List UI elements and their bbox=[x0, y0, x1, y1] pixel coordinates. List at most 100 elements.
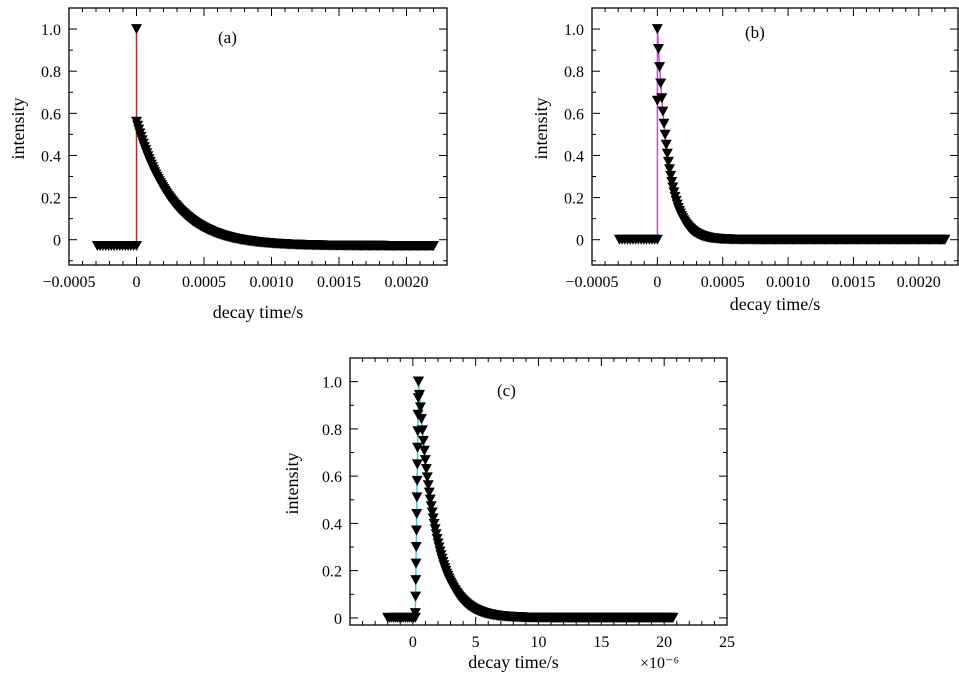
x-tick-label: 15 bbox=[593, 634, 609, 651]
y-axis-label: intensity bbox=[531, 98, 551, 160]
x-tick-label: 5 bbox=[472, 634, 480, 651]
x-tick-label: 0.0015 bbox=[831, 274, 875, 291]
x-tick-label: 10 bbox=[531, 634, 547, 651]
chart-panel-b: −0.0005 0 0.0005 0.0010 0.0015 0.0020 0 0.2 0.4 0… bbox=[531, 7, 959, 314]
x-axis-label: decay time/s bbox=[213, 302, 303, 322]
data-point bbox=[411, 508, 423, 519]
chart-panel-a: −0.0005 0 0.0005 0.0010 0.0015 0.0020 0 0.2 0.4 0… bbox=[8, 7, 448, 322]
y-tick-label: 0.4 bbox=[322, 516, 342, 533]
y-tick-label: 0.4 bbox=[41, 148, 61, 165]
data-point bbox=[413, 389, 425, 400]
axis-ticks: −0.0005 0 0.0005 0.0010 0.0015 0.0020 0 0.2 0.4 0… bbox=[564, 7, 959, 291]
data-point bbox=[651, 24, 663, 35]
y-tick-label: 0 bbox=[53, 233, 61, 250]
data-point bbox=[424, 494, 436, 505]
y-tick-label: 0.6 bbox=[322, 469, 342, 486]
y-tick-label: 0.6 bbox=[564, 106, 584, 123]
data-point bbox=[652, 44, 664, 55]
data-point bbox=[662, 156, 674, 167]
data-point bbox=[656, 93, 668, 104]
y-tick-label: 0 bbox=[334, 611, 342, 628]
y-tick-label: 0.6 bbox=[41, 106, 61, 123]
data-point bbox=[131, 24, 142, 35]
data-point bbox=[411, 459, 423, 470]
data-point bbox=[655, 78, 667, 89]
data-point bbox=[417, 435, 429, 446]
x-tick-label: 0.0005 bbox=[182, 274, 226, 291]
series-line bbox=[97, 29, 434, 247]
data-series bbox=[382, 376, 679, 623]
data-point bbox=[664, 164, 676, 175]
data-point bbox=[410, 525, 422, 536]
x-tick-label: 0.0020 bbox=[385, 274, 429, 291]
axis-ticks: 0 5 10 15 20 25 0 0.2 0.4 0.6 0.8 1.0 bbox=[322, 357, 735, 651]
panel-label: (a) bbox=[218, 28, 237, 47]
data-point bbox=[658, 118, 670, 129]
plot-frame bbox=[591, 7, 959, 266]
y-tick-label: 0.8 bbox=[41, 64, 61, 81]
x-axis-multiplier: ×10⁻⁶ bbox=[640, 655, 679, 672]
x-tick-label: 0.0005 bbox=[701, 274, 745, 291]
data-point bbox=[659, 129, 671, 140]
data-point bbox=[414, 402, 426, 413]
data-point bbox=[416, 425, 428, 436]
data-point bbox=[421, 472, 433, 483]
data-point bbox=[415, 414, 427, 425]
y-tick-label: 0.2 bbox=[564, 191, 584, 208]
x-tick-label: −0.0005 bbox=[565, 274, 618, 291]
x-tick-label: 0.0010 bbox=[766, 274, 810, 291]
data-point bbox=[409, 608, 421, 619]
panel-label: (b) bbox=[745, 23, 765, 42]
data-point bbox=[419, 455, 431, 466]
y-tick-label: 0.4 bbox=[564, 148, 584, 165]
data-point bbox=[654, 62, 666, 73]
data-point bbox=[660, 139, 672, 150]
x-axis-label: decay time/s bbox=[730, 294, 820, 314]
axis-ticks: −0.0005 0 0.0005 0.0010 0.0015 0.0020 0 0.2 0.4 0… bbox=[41, 7, 448, 291]
x-tick-label: 0 bbox=[653, 274, 661, 291]
plot-frame bbox=[349, 357, 728, 626]
y-axis-label: intensity bbox=[282, 453, 302, 515]
data-point bbox=[410, 542, 422, 553]
data-point bbox=[423, 487, 435, 498]
data-point bbox=[420, 463, 432, 474]
data-point bbox=[665, 170, 677, 181]
data-point bbox=[422, 480, 434, 491]
x-axis-label: decay time/s bbox=[468, 652, 558, 672]
data-point bbox=[651, 234, 663, 245]
data-point bbox=[939, 234, 951, 245]
y-tick-label: 0 bbox=[576, 233, 584, 250]
series-line bbox=[619, 29, 945, 241]
data-point bbox=[412, 442, 424, 453]
data-point bbox=[418, 445, 430, 456]
data-series bbox=[613, 24, 951, 245]
y-tick-label: 1.0 bbox=[41, 22, 61, 39]
data-point bbox=[426, 507, 438, 518]
data-point bbox=[410, 591, 422, 602]
data-point bbox=[410, 575, 422, 586]
data-point bbox=[131, 241, 142, 252]
y-tick-label: 1.0 bbox=[322, 375, 342, 392]
x-tick-label: 25 bbox=[719, 634, 735, 651]
data-series bbox=[91, 24, 439, 252]
x-tick-label: −0.0005 bbox=[42, 274, 95, 291]
x-tick-label: 0 bbox=[409, 634, 417, 651]
x-tick-label: 0 bbox=[133, 274, 141, 291]
y-tick-label: 1.0 bbox=[564, 22, 584, 39]
data-point bbox=[410, 558, 422, 569]
x-tick-label: 0.0010 bbox=[250, 274, 294, 291]
data-point bbox=[427, 513, 439, 524]
data-point bbox=[411, 492, 423, 503]
panel-label: (c) bbox=[497, 381, 516, 400]
x-tick-label: 20 bbox=[656, 634, 672, 651]
data-point bbox=[657, 106, 669, 117]
y-tick-label: 0.2 bbox=[41, 191, 61, 208]
data-point bbox=[661, 148, 673, 159]
y-axis-label: intensity bbox=[8, 98, 28, 160]
data-point bbox=[428, 241, 439, 252]
y-tick-label: 0.2 bbox=[322, 564, 342, 581]
plot-frame bbox=[68, 7, 448, 266]
data-point bbox=[425, 501, 437, 512]
data-point bbox=[411, 475, 423, 486]
